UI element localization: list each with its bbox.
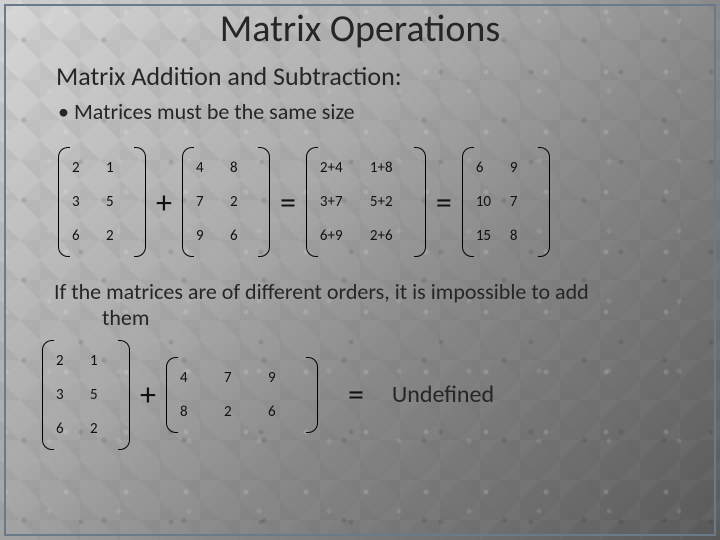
matrix-D1: 69 107 158 <box>462 147 550 257</box>
equation-1: 21 35 62 + 48 72 96 = 2+41+8 3+75+2 6+92… <box>0 147 720 257</box>
matrix-B2: 479 826 <box>166 357 318 433</box>
matrix-B1: 48 72 96 <box>182 147 270 257</box>
equation-2: 21 35 62 + 479 826 = Undefined <box>0 340 720 450</box>
matrix-C1: 2+41+8 3+75+2 6+92+6 <box>306 147 426 257</box>
undefined-result: Undefined <box>392 380 494 409</box>
matrix-A1: 21 35 62 <box>58 147 146 257</box>
note-different-orders: If the matrices are of different orders,… <box>0 257 720 332</box>
plus-op-2: + <box>140 375 156 414</box>
bullet-rule: Matrices must be the same size <box>0 92 720 125</box>
equals-op-3: = <box>348 375 364 414</box>
plus-op-1: + <box>156 183 172 222</box>
matrix-A2: 21 35 62 <box>42 340 130 450</box>
slide-title: Matrix Operations <box>0 0 720 52</box>
equals-op-2: = <box>436 183 452 222</box>
section-subtitle: Matrix Addition and Subtraction: <box>0 52 720 92</box>
equals-op-1: = <box>280 183 296 222</box>
